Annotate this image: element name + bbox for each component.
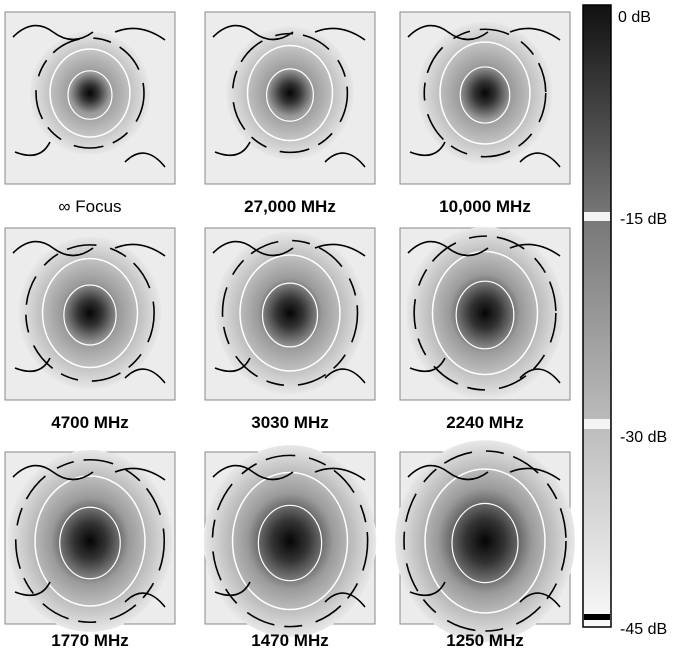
contour-black: [212, 24, 366, 168]
beam-pattern-panel: 27,000 MHz: [204, 11, 376, 216]
beam-pattern-panel: 1250 MHz: [395, 440, 575, 650]
contour-black: [25, 244, 155, 382]
beam-lobe: [203, 445, 377, 637]
contour-black: [12, 24, 166, 168]
beam-lobe: [7, 450, 173, 632]
contour-white: [257, 504, 323, 582]
colorbar-label: 0 dB: [618, 9, 651, 26]
contour-white: [455, 280, 515, 350]
panel-caption: ∞ Focus: [58, 197, 121, 216]
panel-caption: 4700 MHz: [51, 413, 128, 432]
contour-white: [41, 257, 139, 369]
colorbar: [582, 4, 612, 628]
contour-black: [407, 24, 561, 168]
beam-pattern-panel: 10,000 MHz: [399, 11, 571, 216]
contour-black: [212, 240, 366, 384]
contour-black: [12, 464, 166, 608]
panel-caption: 2240 MHz: [446, 413, 523, 432]
contour-black: [14, 458, 166, 624]
contour-white: [34, 475, 146, 607]
beam-pattern-panel: 4700 MHz: [4, 227, 176, 432]
contour-white: [59, 506, 121, 580]
beam-lobe: [417, 21, 553, 165]
contour-black: [211, 454, 369, 628]
contour-white: [63, 284, 117, 346]
panel-caption: 1770 MHz: [51, 631, 128, 650]
beam-pattern-panel: 2240 MHz: [399, 226, 571, 432]
beam-pattern-panel: 3030 MHz: [204, 227, 376, 432]
contour-black: [12, 240, 166, 384]
contour-white: [451, 502, 519, 584]
panel-caption: 1470 MHz: [251, 631, 328, 650]
contour-white: [261, 282, 319, 348]
beam-lobe: [406, 226, 564, 400]
contour-black: [403, 450, 567, 632]
beam-pattern-panel: 1770 MHz: [4, 450, 176, 650]
contour-white: [266, 68, 314, 122]
panel-caption: 3030 MHz: [251, 413, 328, 432]
contour-white: [239, 254, 341, 372]
colorbar-label: -45 dB: [620, 621, 667, 638]
beam-lobe: [215, 231, 365, 395]
beam-pattern-panel: ∞ Focus: [4, 11, 176, 216]
contour-black: [221, 239, 359, 387]
contour-white: [231, 471, 349, 611]
panel-caption: 1250 MHz: [446, 631, 523, 650]
beam-lobe: [30, 31, 150, 155]
colorbar-label: -15 dB: [620, 211, 667, 228]
contour-white: [49, 48, 131, 138]
contour-black: [423, 28, 547, 158]
contour-white: [459, 66, 511, 124]
contour-white: [424, 468, 546, 614]
beam-lobe: [18, 236, 162, 390]
panel-caption: 27,000 MHz: [244, 197, 336, 216]
beam-lobe: [395, 440, 575, 642]
contour-black: [407, 464, 561, 608]
contour-black: [35, 37, 145, 149]
beam-pattern-panel: 1470 MHz: [203, 445, 377, 650]
contour-black: [407, 240, 561, 384]
panel-caption: 10,000 MHz: [439, 197, 531, 216]
contour-white: [439, 41, 531, 145]
panel-grid: ∞ Focus 27,000 MHz 10,000 MHz 4700 MHz 3030 …: [4, 11, 575, 650]
contour-black: [212, 464, 366, 608]
beam-lobe: [226, 26, 354, 160]
contour-white: [431, 250, 539, 376]
contour-black: [413, 235, 557, 391]
contour-white: [246, 44, 334, 142]
contour-white: [67, 70, 113, 120]
colorbar-label: -30 dB: [620, 429, 667, 446]
